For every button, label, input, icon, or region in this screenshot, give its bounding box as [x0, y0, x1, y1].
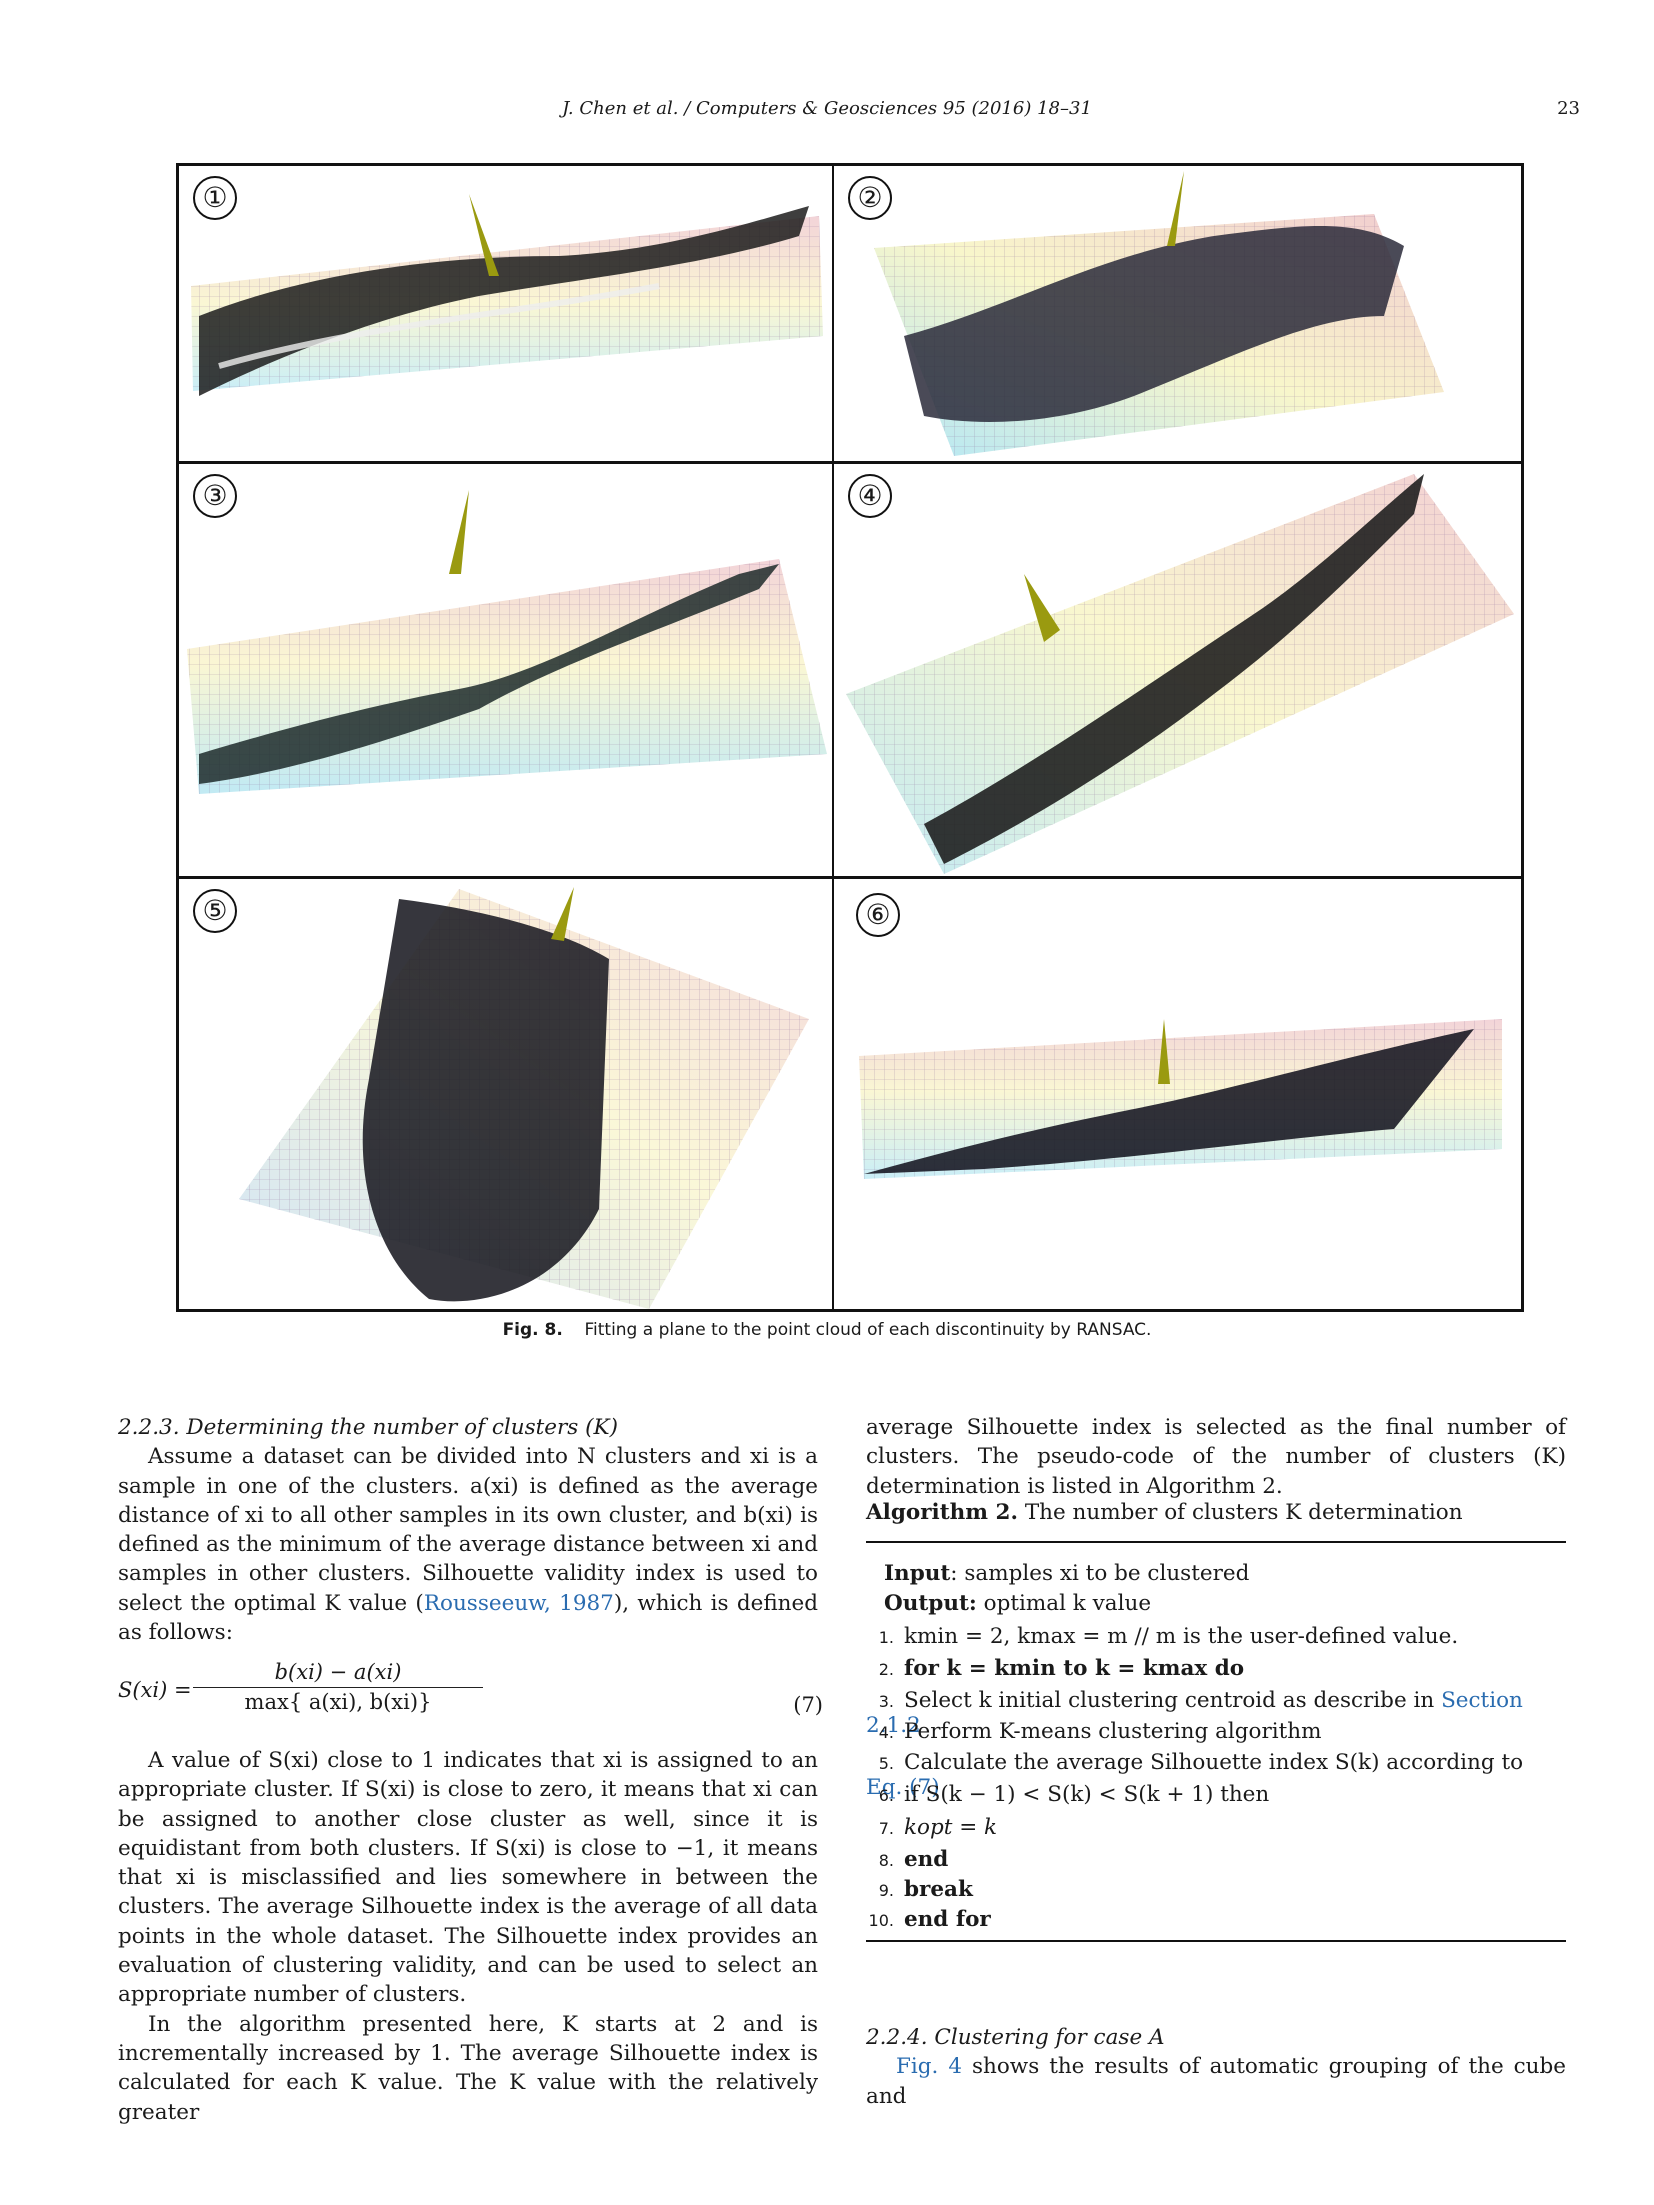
algorithm-step: 7. kopt = k: [866, 1815, 1566, 1845]
equation-link[interactable]: Eq. (7): [866, 1775, 940, 1800]
figure-caption-label: Fig. 8.: [502, 1320, 563, 1340]
figure-link[interactable]: Fig. 4: [896, 2054, 963, 2080]
equation-number: (7): [793, 1693, 823, 1717]
panel-number-badge: ⑤: [193, 889, 237, 933]
step-text: kmin = 2, kmax = m // m is the user-defi…: [904, 1624, 1459, 1649]
step-text: for k = kmin to k = kmax do: [904, 1656, 1245, 1681]
figure-panel-6: ⑥: [834, 879, 1521, 1309]
equation-denominator: max{ a(xi), b(xi)}: [244, 1690, 432, 1714]
figure-panel-2: ②: [834, 166, 1521, 461]
step-text: break: [904, 1877, 973, 1902]
step-number: 9.: [878, 1881, 894, 1900]
panel-number-badge: ③: [193, 474, 237, 518]
equation-fraction: b(xi) − a(xi) max{ a(xi), b(xi)}: [193, 1660, 483, 1714]
paragraph-text: shows the results of automatic grouping …: [866, 2054, 1566, 2109]
panel-number-badge: ⑥: [856, 893, 900, 937]
step-number: 7.: [878, 1819, 894, 1838]
step-number: 5.: [878, 1754, 894, 1773]
plane-fit-image-1: [191, 194, 823, 396]
step-number: 4.: [878, 1723, 894, 1742]
step-text: Calculate the average Silhouette index S…: [904, 1750, 1524, 1775]
figure-divider-horizontal: [176, 876, 1524, 879]
algorithm-output-label: Output:: [884, 1591, 977, 1616]
citation-link[interactable]: Rousseeuw, 1987: [423, 1590, 614, 1616]
paragraph: Fig. 4 shows the results of automatic gr…: [866, 2052, 1566, 2111]
paragraph-text: ), which is defined as follows:: [118, 1590, 819, 1646]
algorithm-input-text: : samples xi to be clustered: [950, 1561, 1250, 1586]
plane-fit-image-4: [846, 474, 1514, 874]
algorithm-step: 4. Perform K-means clustering algorithm: [866, 1719, 1566, 1749]
algorithm-rule: [866, 1940, 1566, 1942]
section-heading: 2.2.3. Determining the number of cluster…: [118, 1415, 619, 1440]
right-column-text: 2.2.4. Clustering for case A Fig. 4 show…: [866, 2023, 1566, 2111]
algorithm-step: 6. if S(k − 1) < S(k) < S(k + 1) then: [866, 1782, 1566, 1812]
step-text: Perform K-means clustering algorithm: [904, 1719, 1322, 1744]
paragraph: average Silhouette index is selected as …: [866, 1415, 1566, 1499]
algorithm-rule: [866, 1541, 1566, 1543]
algorithm-step: 8. end: [866, 1847, 1566, 1877]
step-number: 2.: [878, 1660, 894, 1679]
left-column-text: A value of S(xi) close to 1 indicates th…: [118, 1746, 818, 2127]
step-text: end: [904, 1847, 949, 1872]
algorithm-step: 10. end for: [866, 1907, 1566, 1937]
paragraph: Assume a dataset can be divided into N c…: [118, 1442, 818, 1647]
step-text: end for: [904, 1907, 991, 1932]
panel-number-badge: ②: [848, 176, 892, 220]
algorithm-title-text: The number of clusters K determination: [1024, 1500, 1463, 1525]
algorithm-step: 5. Calculate the average Silhouette index…: [866, 1750, 1566, 1800]
page-number: 23: [1557, 98, 1580, 119]
step-number: 8.: [878, 1851, 894, 1870]
panel-number-badge: ①: [193, 176, 237, 220]
algorithm-input-label: Input: [884, 1561, 951, 1586]
algorithm-label: Algorithm 2.: [866, 1500, 1018, 1525]
section-link[interactable]: Section 2.1.2: [866, 1688, 1523, 1738]
figure-panel-5: ⑤: [179, 879, 832, 1309]
plane-fit-image-5: [239, 887, 809, 1309]
figure-caption: Fig. 8. Fitting a plane to the point clo…: [0, 1320, 1654, 1340]
algorithm-output: Output: optimal k value: [866, 1591, 1584, 1621]
panel-number-badge: ④: [848, 474, 892, 518]
algorithm-output-text: optimal k value: [976, 1591, 1152, 1616]
figure-divider-vertical: [832, 163, 834, 1312]
paragraph: In the algorithm presented here, K start…: [118, 2011, 818, 2125]
left-column-text: 2.2.3. Determining the number of cluster…: [118, 1413, 818, 1647]
figure-frame: [176, 163, 1524, 1312]
algorithm-input: Input: samples xi to be clustered: [866, 1561, 1584, 1591]
step-text: kopt = k: [904, 1815, 998, 1840]
section-heading: 2.2.4. Clustering for case A: [866, 2025, 1165, 2050]
running-head: J. Chen et al. / Computers & Geosciences…: [562, 98, 1092, 119]
plane-fit-image-2: [874, 171, 1444, 456]
step-number: 10.: [868, 1911, 894, 1930]
figure-caption-text: Fitting a plane to the point cloud of ea…: [584, 1320, 1152, 1340]
paragraph-text: Assume a dataset can be divided into N c…: [118, 1444, 818, 1616]
right-column-text: average Silhouette index is selected as …: [866, 1413, 1566, 1501]
paragraph: A value of S(xi) close to 1 indicates th…: [118, 1748, 818, 2008]
plane-fit-image-6: [859, 1019, 1502, 1179]
equation-numerator: b(xi) − a(xi): [193, 1660, 483, 1688]
algorithm-step: 1. kmin = 2, kmax = m // m is the user-de…: [866, 1624, 1566, 1654]
step-number: 1.: [878, 1628, 894, 1647]
figure-divider-horizontal: [176, 461, 1524, 464]
step-text: Select k initial clustering centroid as …: [904, 1688, 1442, 1713]
algorithm-step: 3. Select k initial clustering centroid a…: [866, 1688, 1566, 1738]
figure-panel-3: ③: [179, 464, 832, 876]
step-text: if S(k − 1) < S(k) < S(k + 1) then: [904, 1782, 1270, 1807]
equation-lhs: S(xi) =: [118, 1678, 192, 1702]
plane-fit-image-3: [187, 490, 827, 794]
figure-panel-1: ①: [179, 166, 832, 461]
algorithm-title: Algorithm 2. The number of clusters K de…: [866, 1500, 1566, 1525]
algorithm-step: 9. break: [866, 1877, 1566, 1907]
step-number: 3.: [878, 1692, 894, 1711]
equation-7: S(xi) = b(xi) − a(xi) max{ a(xi), b(xi)}…: [118, 1660, 823, 1730]
step-number: 6.: [878, 1786, 894, 1805]
algorithm-step: 2. for k = kmin to k = kmax do: [866, 1656, 1566, 1686]
figure-panel-4: ④: [834, 464, 1521, 876]
